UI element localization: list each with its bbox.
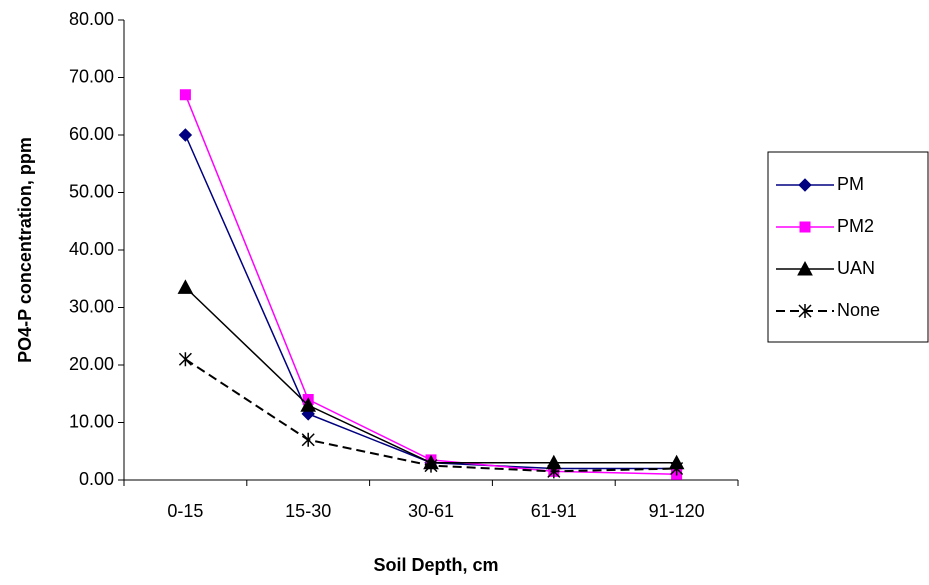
y-tick-label: 40.00 [69, 239, 114, 259]
y-tick-label: 80.00 [69, 9, 114, 29]
marker [179, 89, 191, 101]
legend-label: UAN [837, 258, 875, 278]
legend-label: PM2 [837, 216, 874, 236]
marker [177, 279, 194, 294]
y-tick-label: 20.00 [69, 354, 114, 374]
series-line [184, 286, 677, 464]
series-line [184, 94, 677, 475]
legend-label: PM [837, 174, 864, 194]
y-tick-label: 30.00 [69, 296, 114, 316]
x-tick-label: 30-61 [408, 501, 454, 521]
y-tick-label: 70.00 [69, 66, 114, 86]
marker [424, 458, 438, 473]
marker [547, 464, 561, 479]
x-tick-label: 15-30 [285, 501, 331, 521]
x-tick-label: 91-120 [649, 501, 705, 521]
marker [799, 221, 811, 233]
y-tick-label: 60.00 [69, 124, 114, 144]
x-tick-label: 0-15 [167, 501, 203, 521]
marker [798, 304, 812, 318]
marker [178, 128, 193, 142]
marker [798, 178, 812, 192]
marker [300, 397, 317, 412]
marker [178, 352, 192, 367]
marker [670, 461, 684, 476]
y-tick-label: 0.00 [79, 469, 114, 489]
marker [797, 260, 813, 276]
x-axis-title: Soil Depth, cm [373, 555, 498, 575]
legend-label: None [837, 300, 880, 320]
y-axis-title: PO4-P concentration, ppm [15, 137, 35, 363]
series-line [184, 134, 677, 470]
x-tick-label: 61-91 [531, 501, 577, 521]
y-tick-label: 50.00 [69, 181, 114, 201]
y-tick-label: 10.00 [69, 411, 114, 431]
marker [301, 432, 315, 447]
